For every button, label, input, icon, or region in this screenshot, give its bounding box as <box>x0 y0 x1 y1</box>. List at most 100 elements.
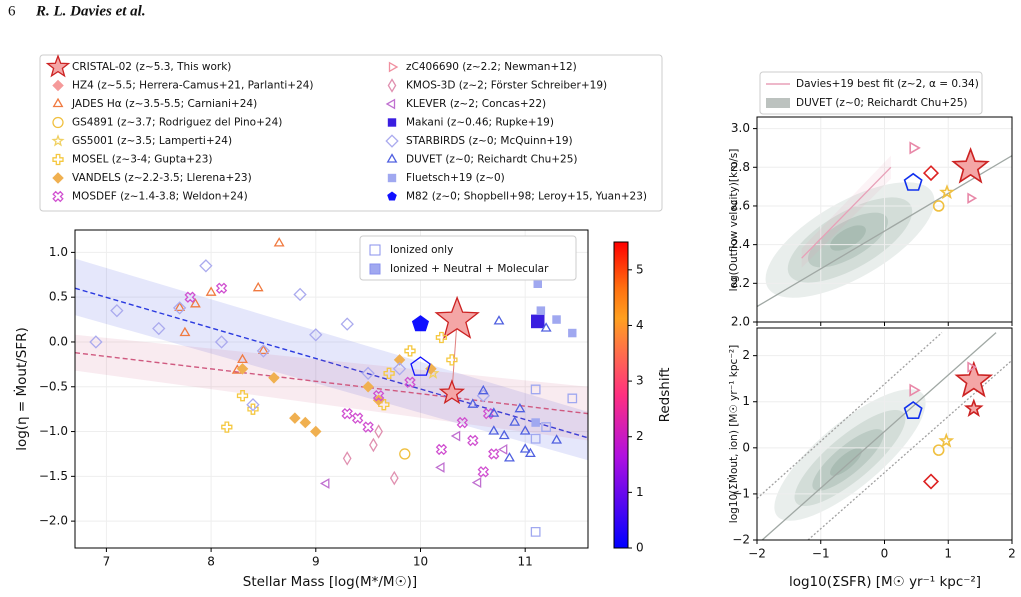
plot-area <box>75 237 588 537</box>
data-point <box>179 326 191 337</box>
colorbar-label: Redshift <box>657 368 673 423</box>
plot-area <box>757 141 1012 308</box>
data-point <box>309 328 323 342</box>
y-tick-label: 2.0 <box>731 315 750 329</box>
legend-marker <box>52 153 64 166</box>
legend-marker <box>387 191 397 201</box>
data-point <box>205 286 217 296</box>
colorbar <box>613 241 629 549</box>
data-point <box>497 443 508 455</box>
legend-patch <box>766 98 790 108</box>
data-point <box>467 434 479 447</box>
data-point <box>361 366 375 381</box>
data-point <box>541 422 552 432</box>
y-tick-label: 2.8 <box>731 160 750 174</box>
legend-marker <box>388 61 399 73</box>
data-point <box>411 315 429 332</box>
inset-legend-label: Ionized only <box>390 244 453 256</box>
data-point <box>503 452 515 462</box>
data-point <box>362 421 374 433</box>
data-point <box>289 412 301 424</box>
plot-frame <box>756 327 1013 541</box>
fit-line <box>75 287 588 439</box>
legend-label: zC406690 (z~2.2; Newman+12) <box>406 61 577 73</box>
data-point <box>922 165 940 182</box>
legend-marker <box>385 134 399 148</box>
legend-label: MOSEL (z~3-4; Gupta+23) <box>72 154 213 166</box>
legend-box <box>759 71 983 115</box>
y-axis-label: log(η = Ṁout/SFR) <box>12 327 30 451</box>
data-point <box>498 429 510 440</box>
data-point <box>399 448 411 460</box>
legend-marker <box>45 54 71 78</box>
data-point <box>268 372 280 384</box>
x-tick-label: 1 <box>944 547 952 561</box>
data-point <box>236 390 249 402</box>
data-point <box>221 421 233 433</box>
data-point <box>310 425 322 438</box>
data-point <box>383 367 395 379</box>
y-tick-label: −0.5 <box>39 379 68 393</box>
data-point <box>568 328 577 338</box>
connector <box>451 319 458 394</box>
fit-line <box>807 359 1012 540</box>
data-point <box>372 394 385 406</box>
fit-line <box>757 155 1012 308</box>
data-point <box>509 416 521 426</box>
fit-line <box>801 166 892 259</box>
data-point <box>110 303 124 318</box>
y-tick-label: 0 <box>742 440 750 454</box>
data-point <box>152 321 166 336</box>
x-tick-label: 9 <box>312 555 320 569</box>
fit-band <box>75 334 588 441</box>
data-point <box>174 301 186 312</box>
y-tick-label: 2.2 <box>731 276 750 290</box>
data-point <box>435 461 445 473</box>
data-point <box>488 448 500 460</box>
data-point <box>247 403 259 415</box>
data-point <box>909 141 921 155</box>
legend-marker <box>52 190 64 203</box>
data-point <box>519 425 531 435</box>
x-tick-label: 10 <box>413 555 428 569</box>
data-point <box>237 353 248 364</box>
legend-marker <box>52 116 64 129</box>
data-point <box>362 381 374 393</box>
data-point <box>477 466 490 478</box>
data-point <box>252 281 264 292</box>
data-point <box>540 322 552 332</box>
data-point <box>963 398 984 417</box>
data-point <box>319 478 330 489</box>
fit-band <box>801 155 891 268</box>
legend-marker <box>386 153 398 163</box>
data-point <box>246 397 260 412</box>
data-point <box>531 314 545 329</box>
fit-band <box>75 258 588 461</box>
data-point <box>184 291 196 303</box>
inset-legend-box <box>359 235 577 281</box>
legend-label: GS4891 (z~3.7; Rodriguez del Pino+24) <box>72 117 282 129</box>
legend-marker <box>52 97 64 108</box>
data-point <box>351 412 364 424</box>
colorbar-tick-label: 4 <box>636 318 644 332</box>
data-point <box>477 384 489 395</box>
y-tick-label: 1.0 <box>49 245 68 259</box>
x-tick-label: 0 <box>881 547 889 561</box>
y-tick-label: −2 <box>732 533 750 547</box>
data-point <box>273 237 285 247</box>
data-point <box>172 301 187 315</box>
legend-label: Makani (z~0.46; Rupke+19) <box>406 117 554 129</box>
data-point <box>450 430 461 442</box>
legend-marker <box>52 172 64 184</box>
data-point <box>932 200 945 212</box>
legend-label: DUVET (z~0; Reichardt Chu+25) <box>796 97 968 109</box>
data-point <box>446 354 458 366</box>
data-point <box>393 354 406 366</box>
y-tick-label: 2.6 <box>731 198 750 212</box>
data-point <box>493 315 505 325</box>
plot-1: 2.0 2.2 2.4 2.6 2.8 3.0 Davies+19 best fit (z~… <box>728 71 1013 329</box>
data-point <box>938 432 955 448</box>
data-point <box>434 295 480 339</box>
legend-label: M82 (z~0; Shopbell+98; Leroy+15, Yuan+23… <box>406 191 647 203</box>
y-tick-label: −1.5 <box>39 469 68 483</box>
